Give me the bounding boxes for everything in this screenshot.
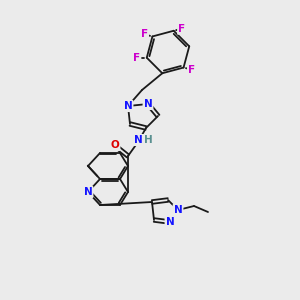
Text: N: N — [144, 99, 152, 109]
Text: N: N — [174, 205, 182, 215]
Text: F: F — [133, 53, 140, 63]
Text: F: F — [178, 24, 185, 34]
Text: F: F — [188, 64, 195, 75]
Text: N: N — [134, 135, 142, 145]
Text: H: H — [144, 135, 152, 145]
Text: N: N — [84, 187, 92, 197]
Text: O: O — [111, 140, 119, 150]
Text: N: N — [166, 217, 174, 227]
Text: N: N — [124, 101, 132, 111]
Text: F: F — [141, 29, 148, 39]
